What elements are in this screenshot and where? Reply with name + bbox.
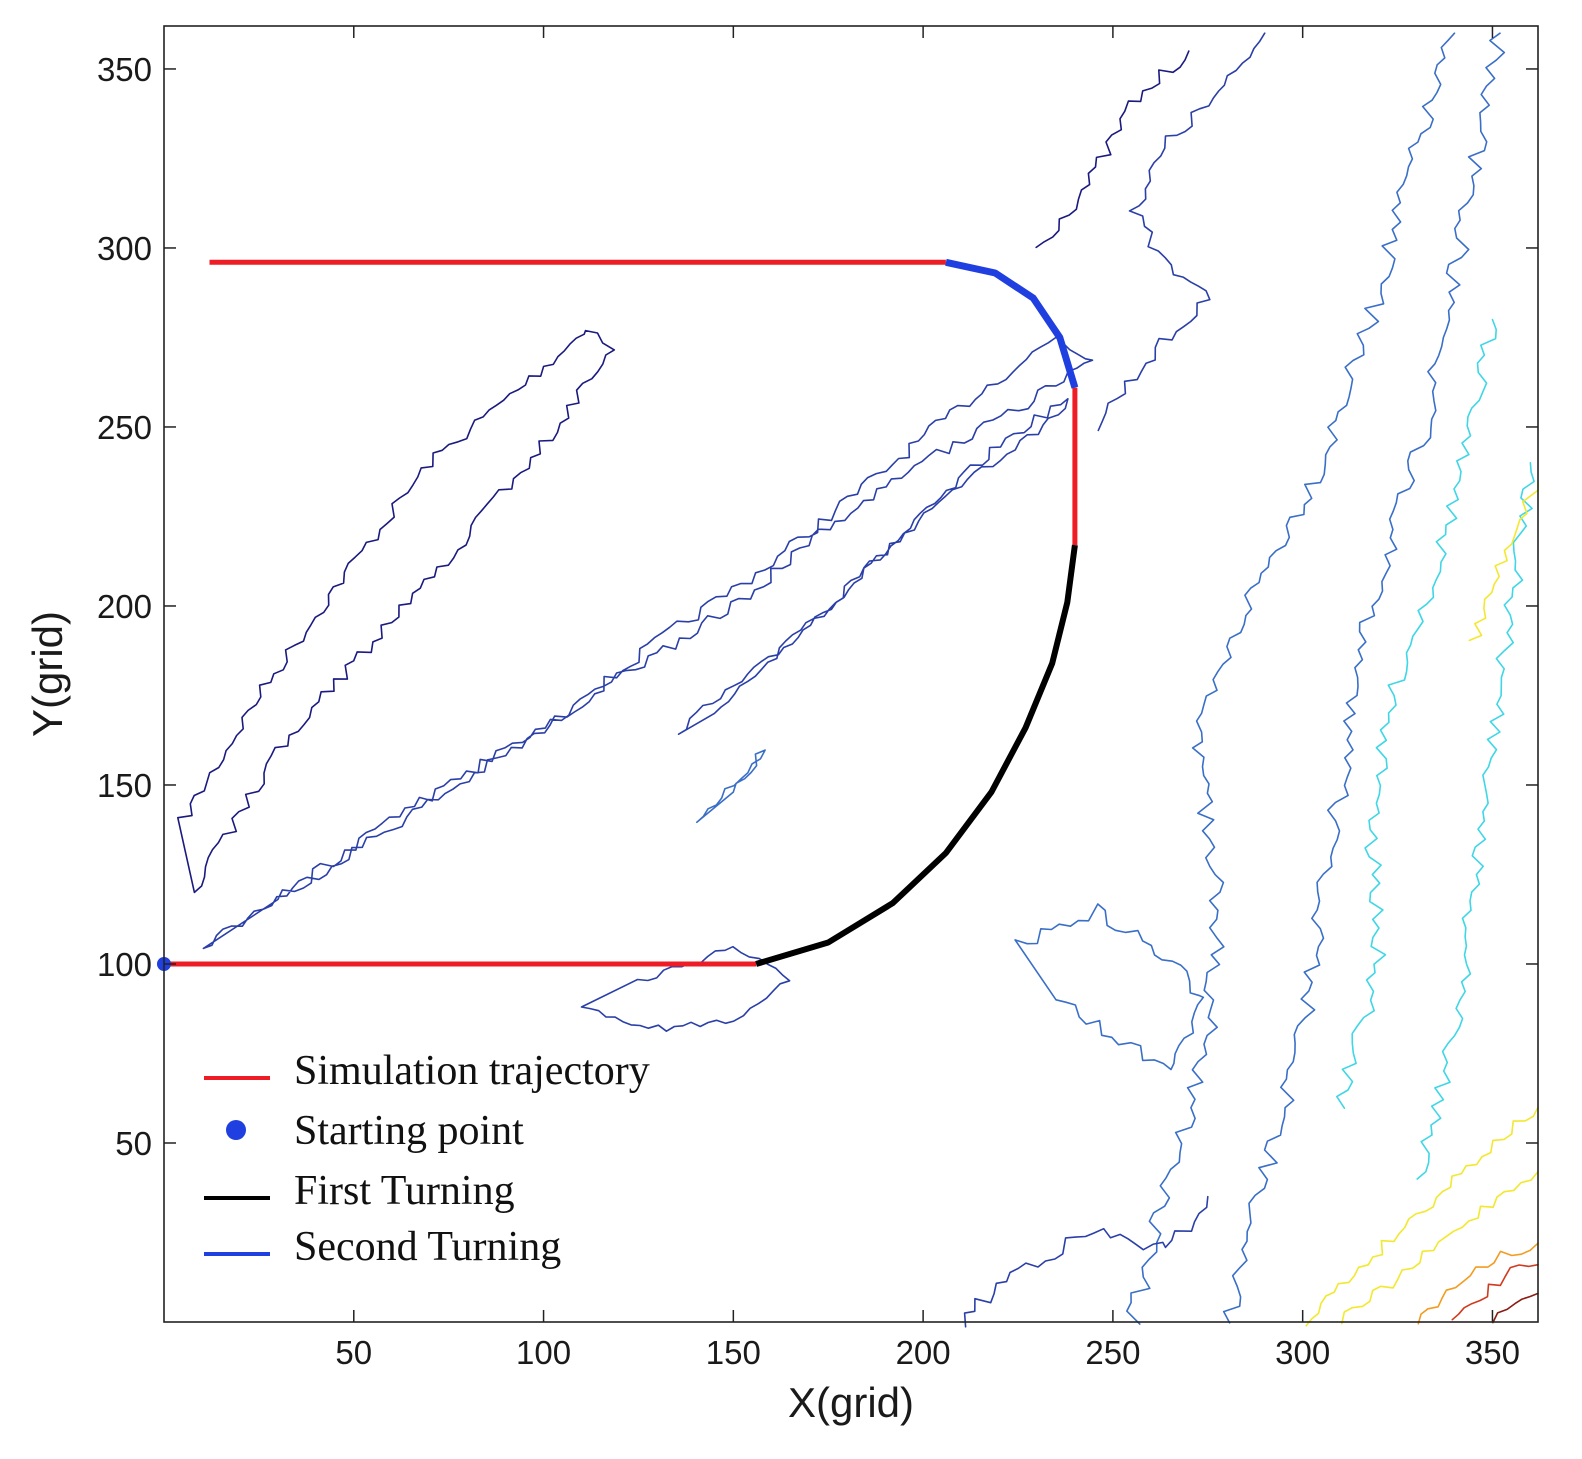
contour-line	[1417, 1242, 1539, 1325]
x-tick-label: 50	[335, 1334, 372, 1371]
contour-line	[1014, 903, 1205, 1071]
contour-line	[1492, 1292, 1539, 1324]
legend-label: Second Turning	[294, 1224, 561, 1270]
contour-line	[963, 1195, 1209, 1328]
y-tick-label: 100	[97, 946, 152, 983]
contour-line	[1451, 1263, 1539, 1321]
second-turning-curve	[945, 258, 1079, 389]
x-axis-title: X(grid)	[788, 1379, 914, 1426]
y-axis-title: Y(grid)	[24, 611, 71, 737]
first-turning-curve	[755, 544, 1078, 967]
contour-line	[1222, 32, 1506, 1324]
axis-ticks: 50 100 150 200 250 300 350 50 100 150 200 250 300 350	[97, 26, 1538, 1371]
contour-line	[1097, 32, 1266, 432]
contour-line	[1468, 479, 1539, 642]
x-tick-label: 100	[516, 1334, 571, 1371]
x-tick-label: 250	[1085, 1334, 1140, 1371]
legend-label: First Turning	[294, 1168, 515, 1214]
y-tick-label: 150	[97, 767, 152, 804]
contour-line	[1035, 50, 1190, 249]
legend-label: Starting point	[294, 1108, 524, 1154]
y-tick-label: 300	[97, 230, 152, 267]
contour-line	[202, 336, 1094, 950]
contour-line	[1341, 1170, 1539, 1325]
x-tick-label: 200	[896, 1334, 951, 1371]
y-tick-label: 200	[97, 588, 152, 625]
contour-line	[677, 398, 1069, 735]
contour-line	[1336, 318, 1497, 1109]
x-tick-label: 300	[1275, 1334, 1330, 1371]
contour-line	[1416, 462, 1535, 1180]
contour-line	[580, 945, 791, 1032]
contour-line	[1126, 32, 1456, 1325]
trajectory-series	[157, 258, 1079, 971]
legend-label: Simulation trajectory	[294, 1048, 650, 1094]
contour-line	[1305, 1106, 1539, 1327]
terrain-contours	[177, 32, 1539, 1328]
x-tick-label: 150	[706, 1334, 761, 1371]
contour-line	[696, 749, 766, 824]
legend-starting-point-swatch	[226, 1120, 246, 1140]
y-tick-label: 250	[97, 409, 152, 446]
y-tick-label: 350	[97, 51, 152, 88]
y-tick-label: 50	[115, 1125, 152, 1162]
x-tick-label: 350	[1465, 1334, 1520, 1371]
legend: Simulation trajectory Starting point First…	[204, 1048, 650, 1270]
plot-frame	[163, 25, 1539, 1323]
contour-line	[177, 329, 616, 894]
